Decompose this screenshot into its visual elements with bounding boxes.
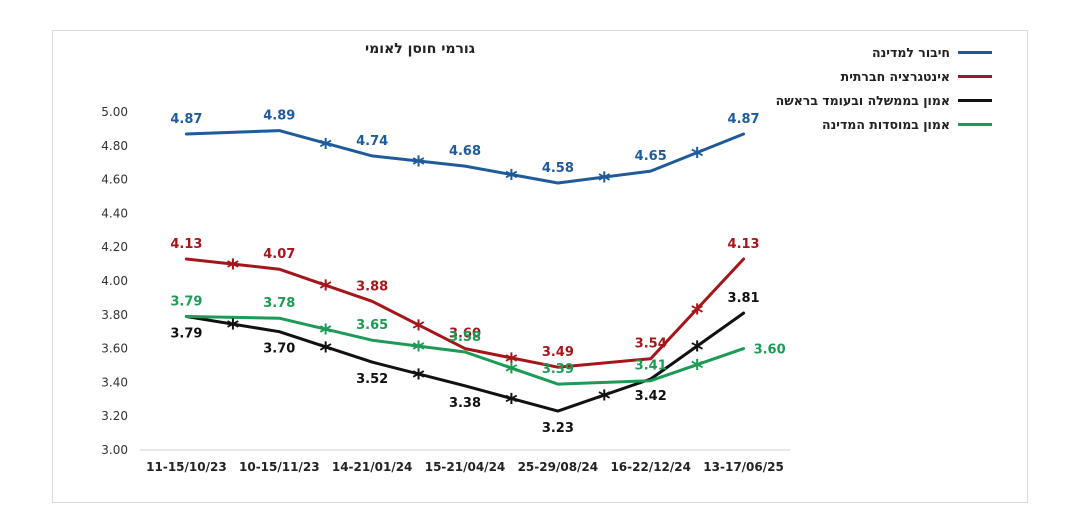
data-label: 4.65 xyxy=(635,149,667,164)
significance-star: * xyxy=(227,314,240,342)
significance-markers: ** * *********** ***** * xyxy=(227,133,704,416)
legend-label: אינטגרציה חברתית xyxy=(840,68,950,84)
x-tick-label: 14-21/01/24 xyxy=(332,460,413,474)
significance-star: * xyxy=(691,336,704,364)
x-tick-label: 13-17/06/25 xyxy=(703,460,784,474)
y-tick-label: 4.40 xyxy=(101,206,128,220)
y-tick-label: 3.80 xyxy=(101,308,128,322)
x-tick-label: 16-22/12/24 xyxy=(610,460,691,474)
y-tick-label: 3.20 xyxy=(101,409,128,423)
data-label: 3.70 xyxy=(263,342,295,357)
data-label: 4.87 xyxy=(728,112,760,127)
data-label: 3.42 xyxy=(635,389,667,404)
data-label: 4.58 xyxy=(542,161,574,176)
significance-star: * xyxy=(319,337,332,365)
significance-star: * xyxy=(505,165,518,193)
data-label: 3.52 xyxy=(356,372,388,387)
data-label: 4.13 xyxy=(170,237,202,252)
y-tick-label: 4.00 xyxy=(101,274,128,288)
data-label: 4.68 xyxy=(449,144,481,159)
significance-star: * xyxy=(319,319,332,347)
significance-star: * xyxy=(691,355,704,383)
data-label: 3.60 xyxy=(754,343,786,358)
data-label: 3.49 xyxy=(542,345,574,360)
significance-star: * xyxy=(412,151,425,179)
data-label: 3.58 xyxy=(449,330,481,345)
significance-star: * xyxy=(505,358,518,386)
y-tick-label: 4.60 xyxy=(101,173,128,187)
significance-star: * xyxy=(598,385,611,413)
legend: חיבור למדינה אינטגרציה חברתית אמון בממשלה … xyxy=(776,40,992,136)
y-tick-label: 3.60 xyxy=(101,342,128,356)
significance-star: * xyxy=(691,143,704,171)
legend-label: אמון בממשלה ובעומד בראשה xyxy=(775,92,950,108)
series-lines xyxy=(184,129,746,413)
significance-star: * xyxy=(412,315,425,343)
data-label: 3.78 xyxy=(263,296,295,311)
significance-star: * xyxy=(505,388,518,416)
significance-star: * xyxy=(505,348,518,376)
data-label: 3.39 xyxy=(542,362,574,377)
series-line xyxy=(184,311,746,413)
data-label: 3.60 xyxy=(449,327,481,342)
data-label: 4.87 xyxy=(170,112,202,127)
legend-swatch xyxy=(958,50,992,54)
legend-item: אינטגרציה חברתית xyxy=(792,64,992,88)
legend-item: אמון במוסדות המדינה xyxy=(792,112,992,136)
data-labels: 4.87 4.89 4.74 4.68 4.58 4.65 4.87 4.13 4.07 3.88… xyxy=(170,109,785,437)
data-label: 4.74 xyxy=(356,134,388,149)
legend-swatch xyxy=(958,98,992,102)
data-label: 4.89 xyxy=(263,109,295,124)
data-label: 3.41 xyxy=(635,359,667,374)
data-label: 3.81 xyxy=(728,291,760,306)
significance-star: * xyxy=(691,299,704,327)
legend-label: אמון במוסדות המדינה xyxy=(822,116,950,132)
data-label: 3.38 xyxy=(449,396,481,411)
significance-star: * xyxy=(412,364,425,392)
x-axis: 11-15/10/23 10-15/11/23 14-21/01/24 15-21/0… xyxy=(140,449,790,474)
chart-title: גורמי חוסן לאומי xyxy=(365,41,475,57)
series-line xyxy=(184,257,746,369)
legend-item: אמון בממשלה ובעומד בראשה xyxy=(776,88,992,112)
x-tick-label: 15-21/04/24 xyxy=(425,460,506,474)
y-tick-label: 5.00 xyxy=(101,105,128,119)
legend-label: חיבור למדינה xyxy=(872,44,950,60)
data-label: 3.54 xyxy=(635,337,667,352)
data-label: 3.65 xyxy=(356,318,388,333)
data-label: 3.23 xyxy=(542,421,574,436)
data-label: 3.79 xyxy=(170,294,202,309)
x-tick-label: 25-29/08/24 xyxy=(518,460,599,474)
series-line xyxy=(184,315,746,386)
y-axis: 3.00 3.20 3.40 3.60 3.80 4.00 4.20 4.40 4.60 4.80… xyxy=(101,105,128,457)
y-tick-label: 3.00 xyxy=(101,443,128,457)
legend-swatch xyxy=(958,122,992,126)
data-label: 3.88 xyxy=(356,279,388,294)
data-label: 4.07 xyxy=(263,247,295,262)
x-tick-label: 10-15/11/23 xyxy=(239,460,320,474)
y-tick-label: 3.40 xyxy=(101,375,128,389)
x-tick-label: 11-15/10/23 xyxy=(146,460,227,474)
y-tick-label: 4.20 xyxy=(101,240,128,254)
y-tick-label: 4.80 xyxy=(101,139,128,153)
data-label: 3.79 xyxy=(170,326,202,341)
data-label: 4.13 xyxy=(728,237,760,252)
series-line xyxy=(184,129,746,185)
significance-star: * xyxy=(412,336,425,364)
significance-star: * xyxy=(319,133,332,161)
significance-star: * xyxy=(598,167,611,195)
chart-frame xyxy=(52,30,1028,503)
significance-star: * xyxy=(227,254,240,282)
legend-swatch xyxy=(958,74,992,78)
significance-star: * xyxy=(319,275,332,303)
legend-item: חיבור למדינה xyxy=(792,40,992,64)
